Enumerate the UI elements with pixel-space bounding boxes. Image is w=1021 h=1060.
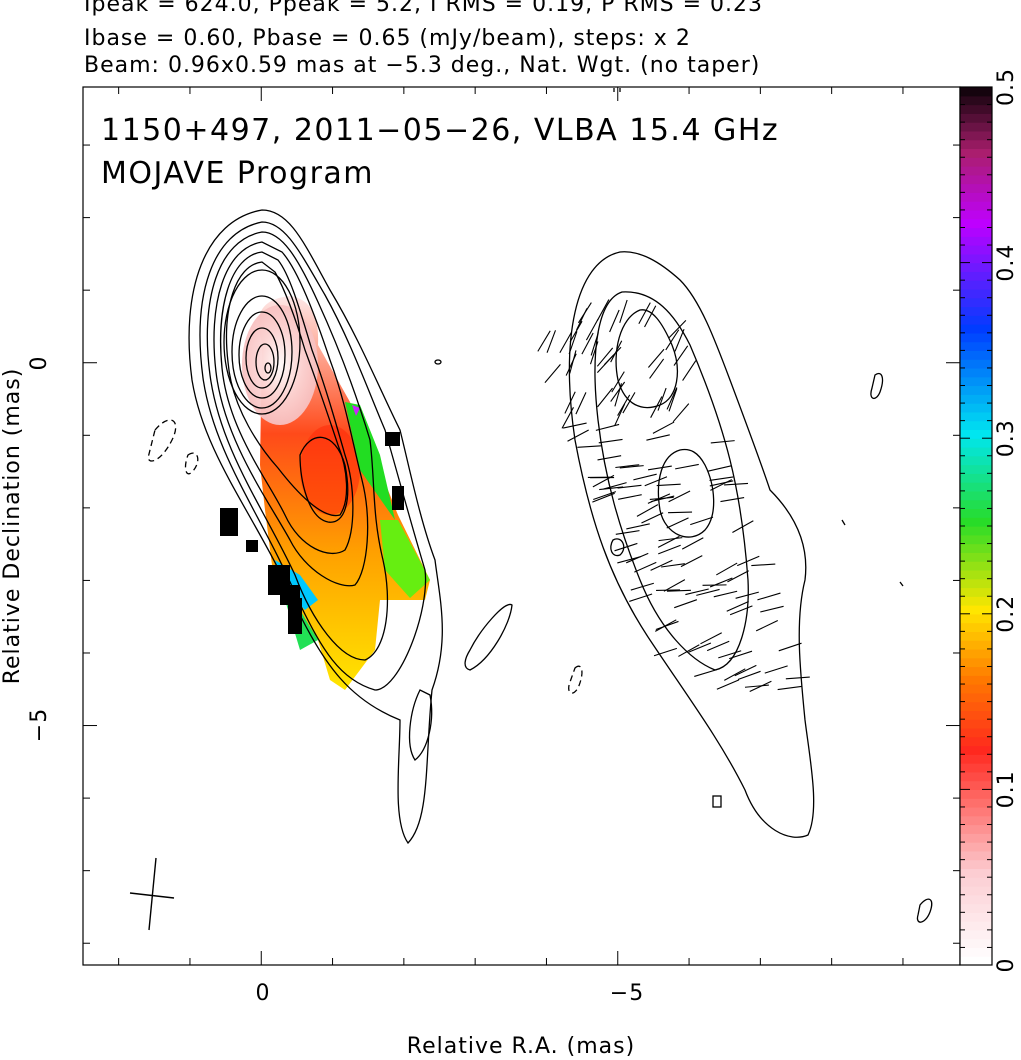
- y-tick-label-minus5: −5: [27, 708, 52, 742]
- x-tick-label-0: 0: [256, 981, 271, 1006]
- total-intensity-contours: [147, 209, 513, 845]
- restoring-beam-cross: [129, 857, 175, 931]
- chart-subtitle: MOJAVE Program: [101, 156, 374, 191]
- header-beam-line: Beam: 0.96x0.59 mas at −5.3 deg., Nat. W…: [84, 53, 761, 78]
- colorbar-tick-label: 0.3: [994, 419, 1019, 457]
- plot-frame: [82, 86, 961, 966]
- y-tick-label-0: 0: [27, 356, 52, 371]
- chart-title: 1150+497, 2011−05−26, VLBA 15.4 GHz: [101, 113, 779, 148]
- y-axis-ticks: [83, 144, 960, 944]
- colorbar-tick-label: 0.5: [994, 68, 1019, 106]
- colorbar-tick-label: 0.4: [994, 244, 1019, 282]
- header-peak-line: Ipeak = 624.0, Ppeak = 5.2, I RMS = 0.19…: [84, 0, 763, 17]
- x-axis-ticks: [118, 87, 904, 965]
- polarized-intensity-contours: [568, 88, 933, 923]
- header-base-line: Ibase = 0.60, Pbase = 0.65 (mJy/beam), s…: [84, 26, 691, 51]
- y-axis-label: Relative Declination (mas): [0, 368, 25, 685]
- colorbar-tick-label: 0.2: [994, 595, 1019, 633]
- x-axis-label: Relative R.A. (mas): [407, 1034, 635, 1059]
- x-tick-label-minus5: −5: [610, 981, 644, 1006]
- evpa-vectors: [537, 299, 810, 693]
- colorbar-tick-label: 0.1: [994, 770, 1019, 808]
- colorbar: 0 0.1 0.2 0.3 0.4 0.5: [959, 68, 1019, 973]
- colorbar-tick-label: 0: [994, 958, 1019, 973]
